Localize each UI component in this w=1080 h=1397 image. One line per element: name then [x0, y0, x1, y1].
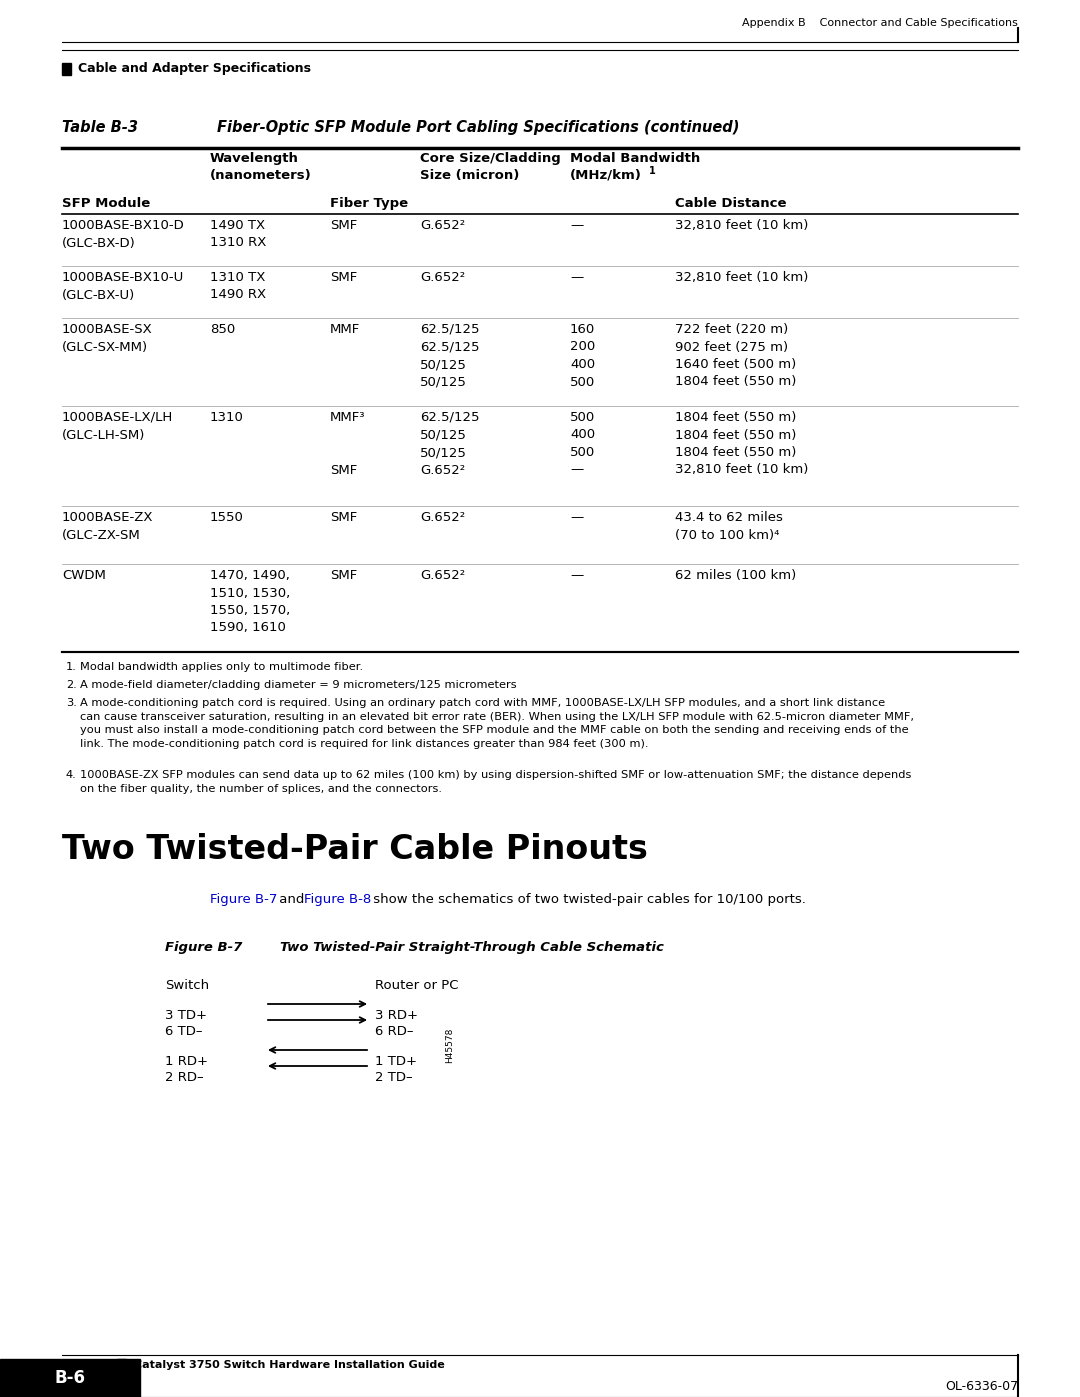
Text: SFP Module: SFP Module: [62, 197, 150, 210]
Text: and: and: [275, 893, 309, 907]
Text: Cable and Adapter Specifications: Cable and Adapter Specifications: [78, 61, 311, 75]
Text: H45578: H45578: [446, 1028, 455, 1063]
Text: 500
400
500
—: 500 400 500 —: [570, 411, 595, 476]
Text: 4.: 4.: [66, 770, 77, 780]
Text: 32,810 feet (10 km): 32,810 feet (10 km): [675, 271, 808, 284]
Text: 722 feet (220 m)
902 feet (275 m)
1640 feet (500 m)
1804 feet (550 m): 722 feet (220 m) 902 feet (275 m) 1640 f…: [675, 323, 796, 388]
Text: Core Size/Cladding
Size (micron): Core Size/Cladding Size (micron): [420, 152, 561, 182]
Text: show the schematics of two twisted-pair cables for 10/100 ports.: show the schematics of two twisted-pair …: [369, 893, 806, 907]
Text: 1310: 1310: [210, 411, 244, 425]
Text: Two Twisted-Pair Straight-Through Cable Schematic: Two Twisted-Pair Straight-Through Cable …: [280, 942, 664, 954]
Text: Wavelength
(nanometers): Wavelength (nanometers): [210, 152, 312, 182]
Bar: [117, 1359, 126, 1370]
Text: Two Twisted-Pair Cable Pinouts: Two Twisted-Pair Cable Pinouts: [62, 833, 648, 866]
Text: 62.5/125
62.5/125
50/125
50/125: 62.5/125 62.5/125 50/125 50/125: [420, 323, 480, 388]
Text: 1000BASE-BX10-U
(GLC-BX-U): 1000BASE-BX10-U (GLC-BX-U): [62, 271, 185, 302]
Text: Appendix B    Connector and Cable Specifications: Appendix B Connector and Cable Specifica…: [742, 18, 1018, 28]
Text: 1000BASE-ZX
(GLC-ZX-SM: 1000BASE-ZX (GLC-ZX-SM: [62, 511, 153, 542]
Text: 3 RD+: 3 RD+: [375, 1009, 418, 1023]
Text: 1.: 1.: [66, 662, 77, 672]
Text: 62.5/125
50/125
50/125
G.652²: 62.5/125 50/125 50/125 G.652²: [420, 411, 480, 476]
Text: MMF³


SMF: MMF³ SMF: [330, 411, 365, 476]
Text: 1000BASE-BX10-D
(GLC-BX-D): 1000BASE-BX10-D (GLC-BX-D): [62, 219, 185, 250]
Text: Figure B-7: Figure B-7: [210, 893, 278, 907]
Text: 6 RD–: 6 RD–: [375, 1025, 414, 1038]
Text: Modal bandwidth applies only to multimode fiber.: Modal bandwidth applies only to multimod…: [80, 662, 363, 672]
Text: Figure B-8: Figure B-8: [303, 893, 372, 907]
Text: 1310 TX
1490 RX: 1310 TX 1490 RX: [210, 271, 266, 302]
Text: 1: 1: [649, 166, 656, 176]
Text: Figure B-7: Figure B-7: [165, 942, 242, 954]
Text: 6 TD–: 6 TD–: [165, 1025, 203, 1038]
Bar: [62, 63, 71, 75]
Text: A mode-conditioning patch cord is required. Using an ordinary patch cord with MM: A mode-conditioning patch cord is requir…: [80, 698, 914, 749]
Text: G.652²: G.652²: [420, 271, 465, 284]
Text: Fiber-Optic SFP Module Port Cabling Specifications (continued): Fiber-Optic SFP Module Port Cabling Spec…: [217, 120, 740, 136]
Text: B-6: B-6: [54, 1369, 85, 1387]
Text: Router or PC: Router or PC: [375, 979, 459, 992]
Text: A mode-field diameter/cladding diameter = 9 micrometers/125 micrometers: A mode-field diameter/cladding diameter …: [80, 680, 516, 690]
Text: 43.4 to 62 miles
(70 to 100 km)⁴: 43.4 to 62 miles (70 to 100 km)⁴: [675, 511, 783, 542]
Text: —: —: [570, 219, 583, 232]
Text: 1804 feet (550 m)
1804 feet (550 m)
1804 feet (550 m)
32,810 feet (10 km): 1804 feet (550 m) 1804 feet (550 m) 1804…: [675, 411, 808, 476]
Text: OL-6336-07: OL-6336-07: [945, 1380, 1018, 1393]
Text: 1 TD+: 1 TD+: [375, 1055, 417, 1067]
Text: 62 miles (100 km): 62 miles (100 km): [675, 569, 796, 583]
Text: CWDM: CWDM: [62, 569, 106, 583]
Text: Switch: Switch: [165, 979, 210, 992]
Text: Catalyst 3750 Switch Hardware Installation Guide: Catalyst 3750 Switch Hardware Installati…: [134, 1361, 445, 1370]
Text: —: —: [570, 569, 583, 583]
Text: 2.: 2.: [66, 680, 77, 690]
Text: Modal Bandwidth
(MHz/km): Modal Bandwidth (MHz/km): [570, 152, 700, 182]
Text: 1000BASE-LX/LH
(GLC-LH-SM): 1000BASE-LX/LH (GLC-LH-SM): [62, 411, 173, 441]
Text: SMF: SMF: [330, 271, 357, 284]
Text: SMF: SMF: [330, 219, 357, 232]
Text: G.652²: G.652²: [420, 511, 465, 524]
Text: 2 TD–: 2 TD–: [375, 1071, 413, 1084]
Text: Cable Distance: Cable Distance: [675, 197, 786, 210]
Text: 1490 TX
1310 RX: 1490 TX 1310 RX: [210, 219, 267, 250]
Text: 3 TD+: 3 TD+: [165, 1009, 207, 1023]
Text: 32,810 feet (10 km): 32,810 feet (10 km): [675, 219, 808, 232]
Text: Fiber Type: Fiber Type: [330, 197, 408, 210]
Text: G.652²: G.652²: [420, 219, 465, 232]
Text: 160
200
400
500: 160 200 400 500: [570, 323, 595, 388]
Text: 3.: 3.: [66, 698, 77, 708]
Text: SMF: SMF: [330, 511, 357, 524]
Text: 1000BASE-SX
(GLC-SX-MM): 1000BASE-SX (GLC-SX-MM): [62, 323, 152, 353]
Text: 1 RD+: 1 RD+: [165, 1055, 208, 1067]
Text: SMF: SMF: [330, 569, 357, 583]
Text: —: —: [570, 511, 583, 524]
Bar: [0, 1359, 140, 1397]
Text: 1000BASE-ZX SFP modules can send data up to 62 miles (100 km) by using dispersio: 1000BASE-ZX SFP modules can send data up…: [80, 770, 912, 793]
Text: 1470, 1490,
1510, 1530,
1550, 1570,
1590, 1610: 1470, 1490, 1510, 1530, 1550, 1570, 1590…: [210, 569, 291, 634]
Text: —: —: [570, 271, 583, 284]
Text: 1550: 1550: [210, 511, 244, 524]
Text: 2 RD–: 2 RD–: [165, 1071, 204, 1084]
Text: Table B-3: Table B-3: [62, 120, 138, 136]
Text: 850: 850: [210, 323, 235, 337]
Text: MMF: MMF: [330, 323, 361, 337]
Text: G.652²: G.652²: [420, 569, 465, 583]
